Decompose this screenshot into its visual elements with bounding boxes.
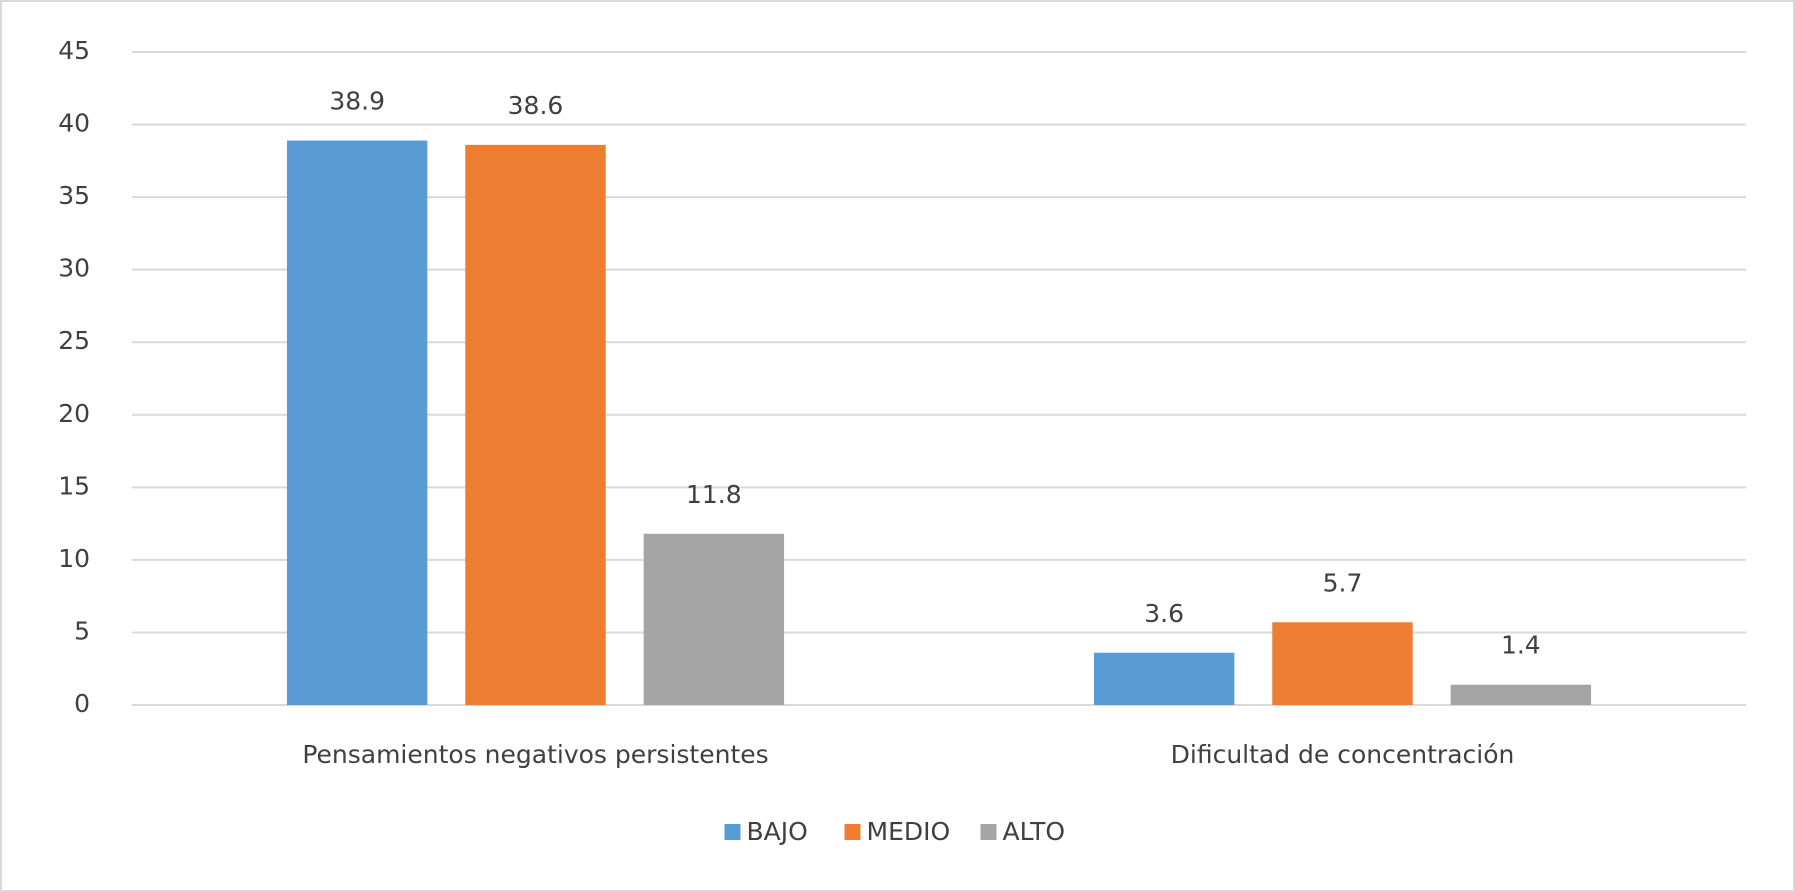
- y-tick-label: 40: [58, 109, 90, 138]
- bar: [1450, 684, 1592, 705]
- data-label: 38.6: [508, 91, 564, 120]
- data-label: 11.8: [686, 480, 742, 509]
- bar: [643, 533, 785, 705]
- data-label: 38.9: [329, 87, 385, 116]
- data-label: 1.4: [1501, 631, 1541, 660]
- y-tick-label: 30: [58, 254, 90, 283]
- y-tick-label: 10: [58, 544, 90, 573]
- y-tick-label: 25: [58, 326, 90, 355]
- legend-label: BAJO: [747, 817, 808, 846]
- y-tick-label: 0: [74, 689, 90, 718]
- y-tick-label: 15: [58, 471, 90, 500]
- legend-swatch: [844, 824, 861, 840]
- legend-swatch: [724, 824, 741, 840]
- bar: [286, 140, 428, 706]
- x-tick-label: Pensamientos negativos persistentes: [302, 740, 768, 769]
- bar: [1272, 622, 1413, 705]
- y-tick-label: 20: [58, 399, 90, 428]
- data-label: 3.6: [1144, 599, 1184, 628]
- bar: [465, 144, 606, 706]
- bar: [1093, 652, 1235, 705]
- x-tick-label: Dificultad de concentración: [1171, 740, 1515, 769]
- y-tick-label: 35: [58, 181, 90, 210]
- y-tick-label: 45: [58, 36, 90, 65]
- y-tick-label: 5: [74, 616, 90, 645]
- legend-label: ALTO: [1003, 817, 1066, 846]
- legend-label: MEDIO: [867, 817, 951, 846]
- data-label: 5.7: [1323, 568, 1363, 597]
- legend-swatch: [980, 824, 997, 840]
